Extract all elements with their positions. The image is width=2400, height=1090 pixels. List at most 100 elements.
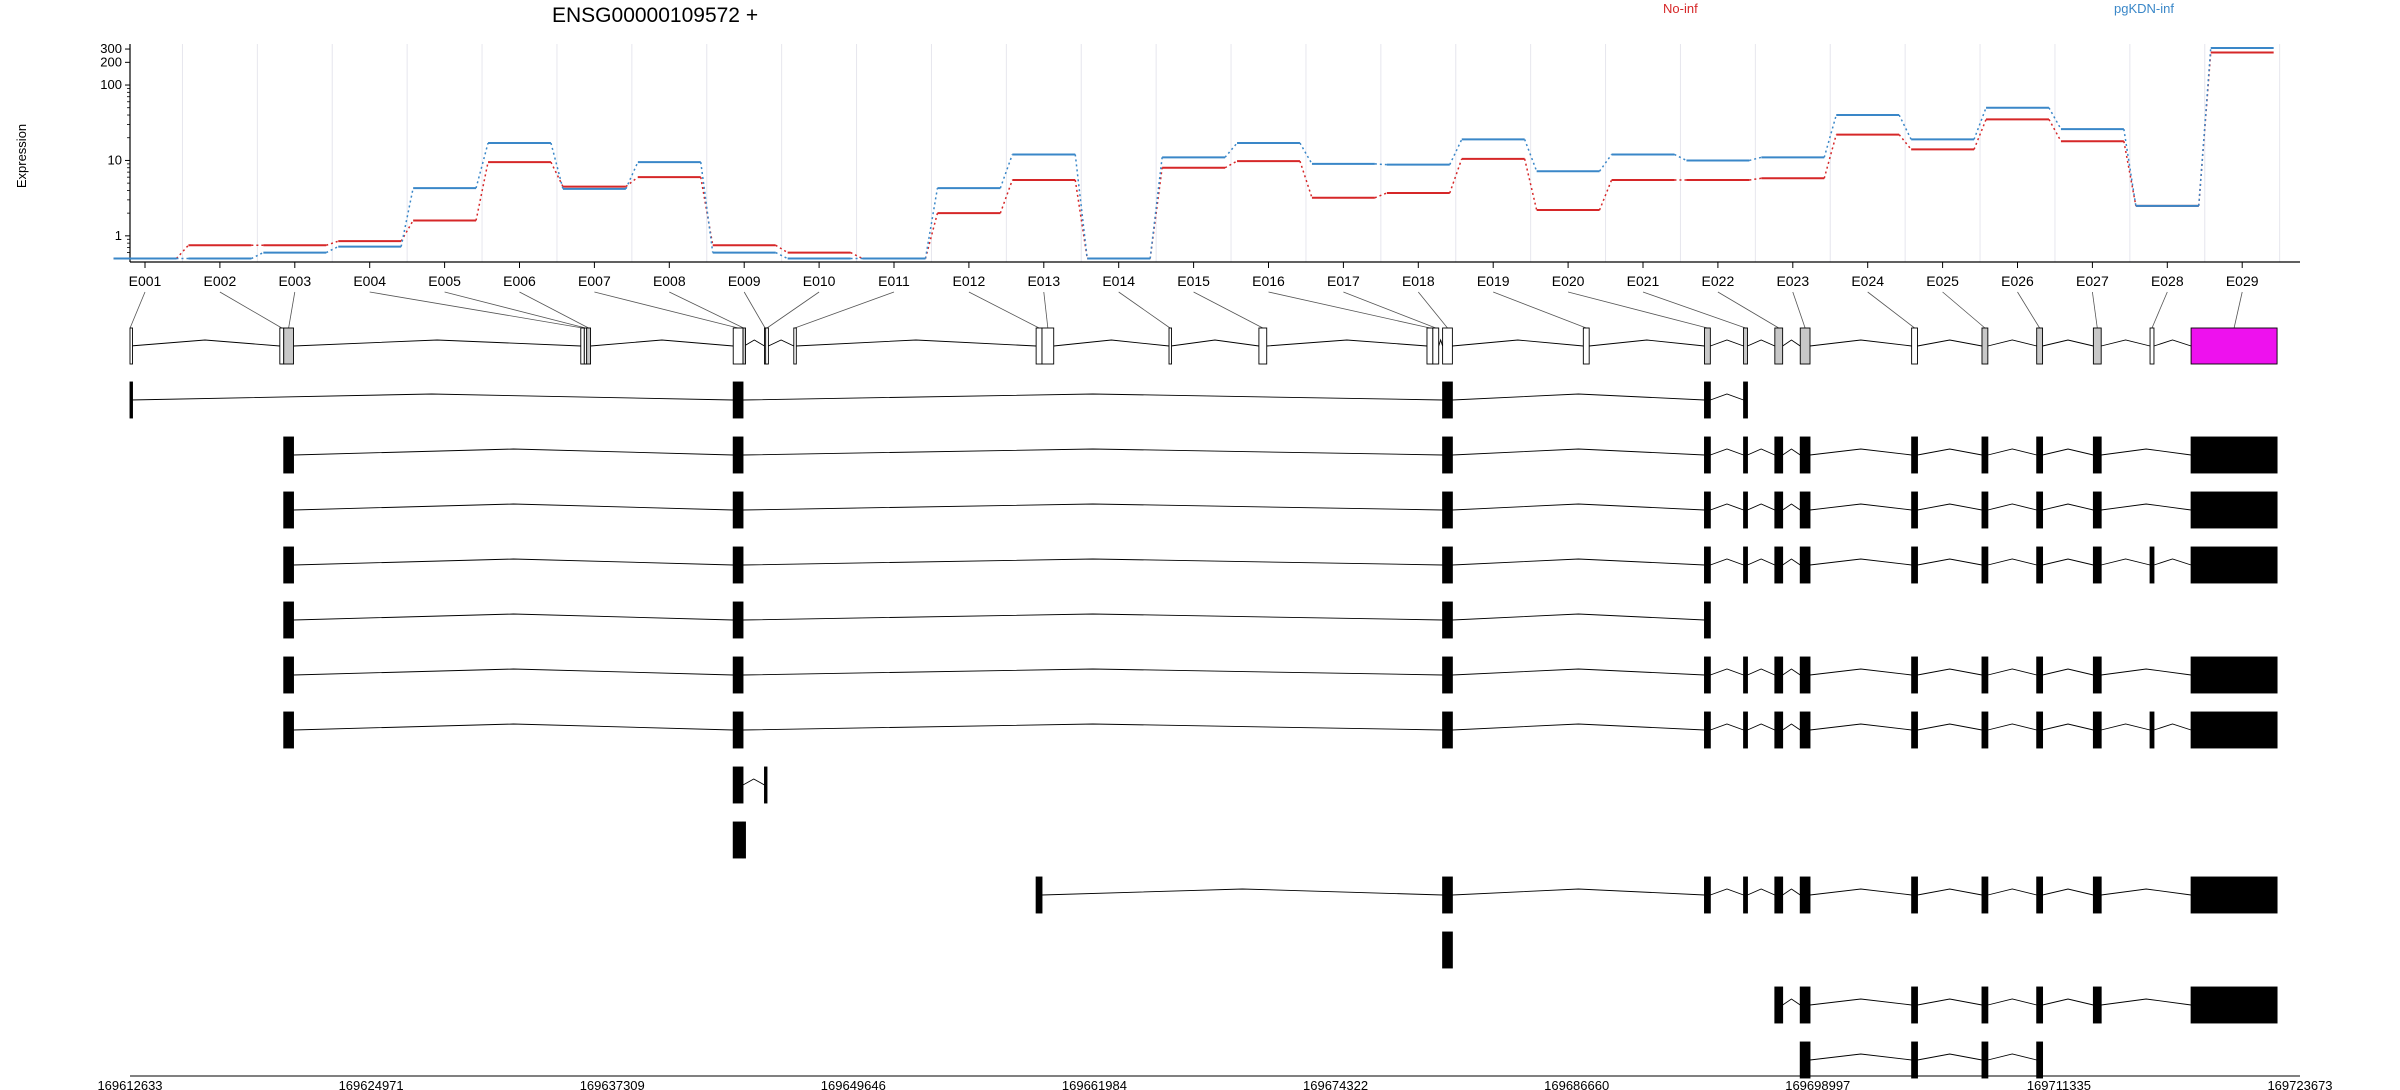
transcript-6-exon xyxy=(1981,656,1989,694)
transcript-3-exon xyxy=(732,491,744,529)
exon-tick-label-e004: E004 xyxy=(353,273,386,289)
exon-connector-e015 xyxy=(1193,291,1264,329)
transcript-10-exon xyxy=(1774,876,1784,914)
exon-connector-e006 xyxy=(519,291,589,329)
transcript-track-7 xyxy=(283,711,2278,749)
transcript-4-intron xyxy=(2153,558,2192,566)
exon-connector-e007 xyxy=(594,291,739,329)
transcript-1-intron xyxy=(130,393,734,401)
transcript-6-intron xyxy=(1917,668,1983,676)
transcript-12-exon xyxy=(2092,986,2102,1024)
merged-exon xyxy=(1743,327,1748,365)
transcript-2-exon xyxy=(1704,436,1711,474)
transcript-12-intron xyxy=(2042,998,2094,1006)
series-connector xyxy=(999,154,1014,189)
series-connector xyxy=(1749,156,1762,162)
merged-intron xyxy=(2101,339,2151,347)
series-pgkdn-inf xyxy=(113,46,2274,260)
transcript-7-intron xyxy=(2042,723,2094,731)
transcript-5-exon xyxy=(1442,601,1453,639)
exon-connector-e017 xyxy=(1343,291,1436,329)
exon-tick-label-e020: E020 xyxy=(1552,273,1585,289)
transcript-1-exon xyxy=(1743,381,1748,419)
transcript-track-13 xyxy=(1799,1041,2044,1079)
genomic-tick-label: 169698997 xyxy=(1785,1078,1850,1090)
transcript-9-exon xyxy=(732,821,744,859)
merged-intron xyxy=(1782,339,1801,347)
merged-exon xyxy=(1432,327,1440,365)
transcript-track-12 xyxy=(1774,986,2278,1024)
series-connector xyxy=(1374,192,1388,199)
transcript-8-intron xyxy=(742,778,765,786)
transcript-track-11 xyxy=(1442,931,1453,969)
transcript-7-exon xyxy=(1774,711,1784,749)
exon-tick-label-e022: E022 xyxy=(1702,273,1735,289)
transcript-10-intron xyxy=(1782,888,1801,896)
exon-tick-label-e001: E001 xyxy=(129,273,162,289)
merged-exon xyxy=(283,327,294,365)
transcript-1-intron xyxy=(1452,393,1705,401)
transcript-10-intron xyxy=(1809,888,1912,896)
transcript-12-intron xyxy=(1917,998,1983,1006)
merged-intron xyxy=(768,339,794,347)
genomic-tick-label: 169711335 xyxy=(2027,1078,2091,1090)
transcript-10-exon xyxy=(1799,876,1811,914)
exon-tick-label-e014: E014 xyxy=(1102,273,1135,289)
transcript-10-intron xyxy=(1987,888,2037,896)
transcript-4-exon xyxy=(283,546,294,584)
transcript-2-exon xyxy=(1981,436,1989,474)
merged-exon xyxy=(1981,327,1989,365)
transcript-13-intron xyxy=(1917,1053,1983,1061)
merged-exon xyxy=(2190,327,2278,365)
transcript-7-intron xyxy=(1747,723,1776,731)
transcript-1-exon xyxy=(732,381,744,419)
transcript-2-exon xyxy=(2036,436,2044,474)
transcript-1-exon xyxy=(129,381,133,419)
series-connector xyxy=(1749,177,1762,181)
transcript-5-exon xyxy=(283,601,294,639)
series-connector xyxy=(700,162,714,253)
transcript-4-exon xyxy=(1799,546,1811,584)
transcript-4-exon xyxy=(2190,546,2278,584)
transcript-3-exon xyxy=(1442,491,1453,529)
transcript-6-intron xyxy=(1987,668,2037,676)
transcript-3-exon xyxy=(1799,491,1811,529)
transcript-10-exon xyxy=(2092,876,2102,914)
transcript-7-exon xyxy=(1442,711,1453,749)
transcript-7-intron xyxy=(742,723,1443,731)
series-connector xyxy=(1523,158,1538,211)
transcript-6-intron xyxy=(1809,668,1912,676)
transcript-7-exon xyxy=(1743,711,1748,749)
transcript-2-exon xyxy=(1799,436,1811,474)
merged-exon xyxy=(732,327,744,365)
series-connector xyxy=(999,179,1014,214)
transcript-7-exon xyxy=(283,711,294,749)
transcript-7-intron xyxy=(2153,723,2192,731)
exon-tick-label-e025: E025 xyxy=(1926,273,1959,289)
exon-tick-label-e016: E016 xyxy=(1252,273,1285,289)
exon-connector-e013 xyxy=(1043,291,1049,329)
transcript-10-intron xyxy=(1917,888,1983,896)
transcript-4-exon xyxy=(1704,546,1711,584)
transcript-track-4 xyxy=(283,546,2278,584)
transcript-4-intron xyxy=(2042,558,2094,566)
transcript-12-exon xyxy=(2190,986,2278,1024)
series-connector xyxy=(2198,47,2212,206)
transcript-2-exon xyxy=(2092,436,2102,474)
transcript-4-exon xyxy=(1743,546,1748,584)
transcript-1-exon xyxy=(1442,381,1453,419)
merged-exon xyxy=(580,327,585,365)
plot-grid xyxy=(181,44,2281,262)
series-connector xyxy=(1598,154,1613,172)
transcript-3-intron xyxy=(1710,503,1744,511)
y-axis-label: Expression xyxy=(14,124,29,188)
transcript-6-exon xyxy=(2190,656,2278,694)
transcript-track-6 xyxy=(283,656,2278,694)
series-no-inf xyxy=(113,51,2274,260)
series-connector xyxy=(2048,119,2062,142)
merged-exon xyxy=(742,327,746,365)
transcript-7-exon xyxy=(2092,711,2102,749)
series-connector xyxy=(700,177,714,246)
merged-intron xyxy=(1747,339,1776,347)
exon-connector-e016 xyxy=(1268,291,1430,329)
